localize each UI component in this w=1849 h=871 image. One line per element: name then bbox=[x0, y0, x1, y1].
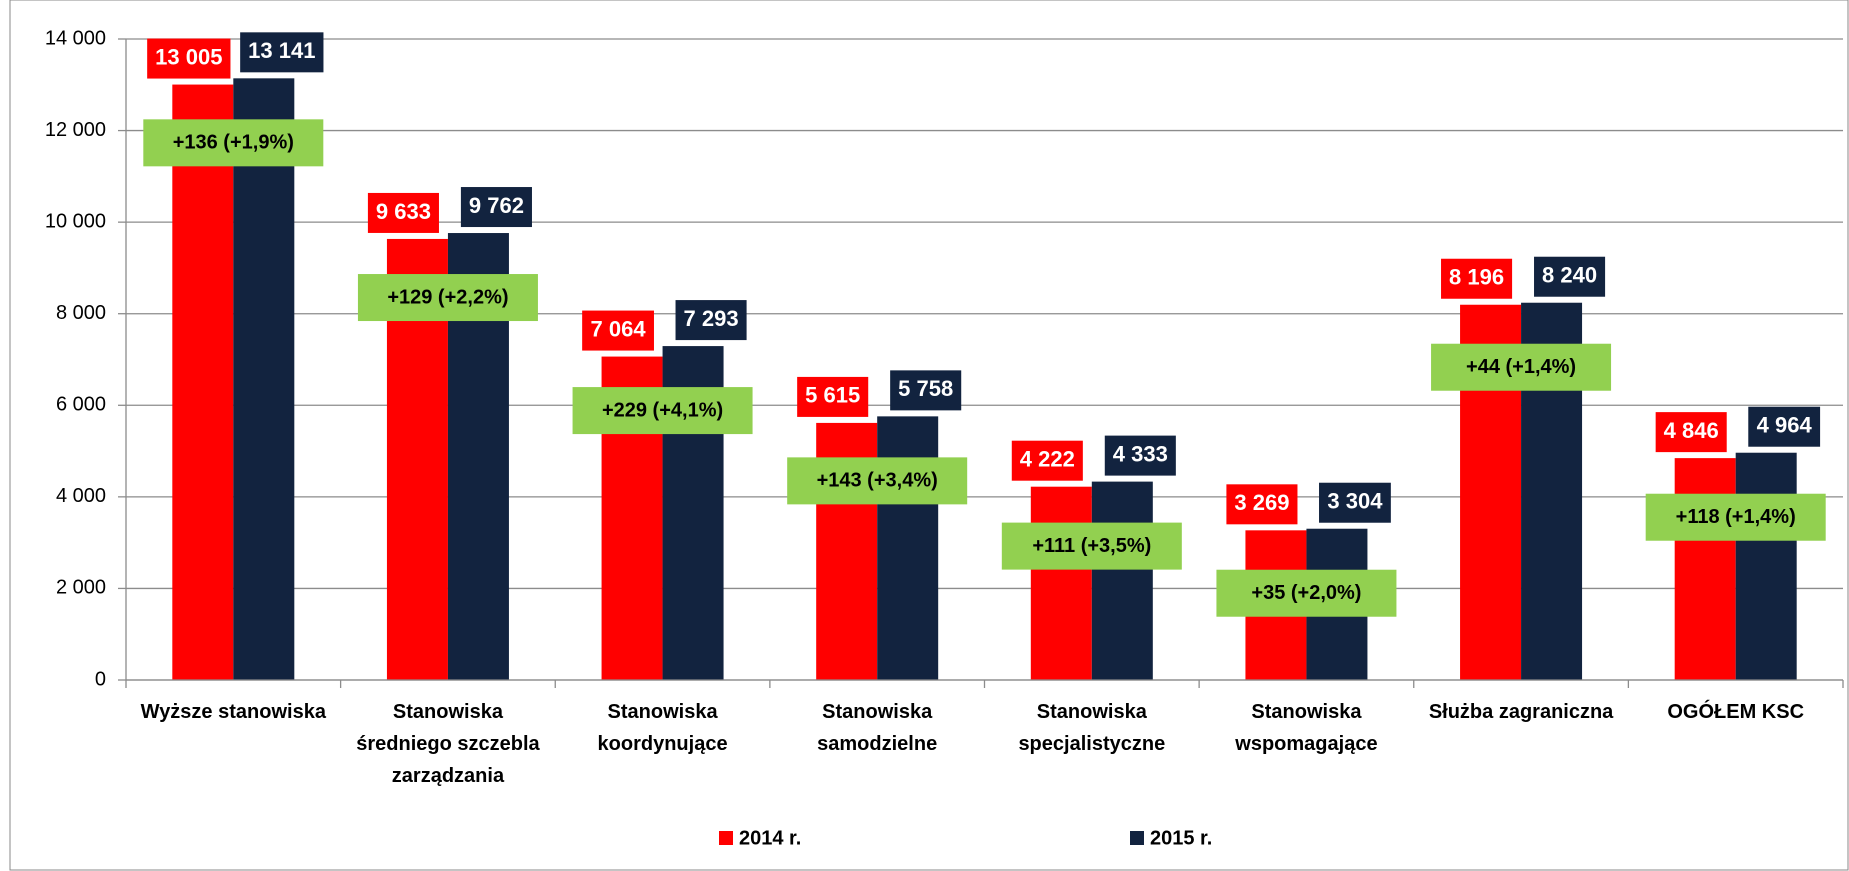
y-tick-label: 0 bbox=[95, 668, 106, 690]
bar bbox=[1030, 486, 1092, 680]
annotation: +229 (+4,1%) bbox=[602, 399, 723, 421]
x-tick-label: Stanowiska średniego szczebla zarządzani… bbox=[356, 701, 540, 787]
value-label: 13 141 bbox=[240, 32, 324, 73]
annotation: +111 (+3,5%) bbox=[1032, 535, 1151, 557]
value-label-box bbox=[1748, 406, 1821, 447]
value-label: 7 293 bbox=[675, 300, 747, 341]
value-label: 4 846 bbox=[1655, 412, 1727, 453]
value-label-text: 8 196 bbox=[1449, 265, 1504, 290]
value-label-box bbox=[1011, 440, 1083, 481]
value-label: 8 196 bbox=[1441, 258, 1513, 299]
annotation-box bbox=[787, 457, 968, 505]
value-label: 3 269 bbox=[1226, 484, 1298, 525]
value-label-box bbox=[240, 32, 324, 73]
x-tick-label: Stanowiska samodzielne bbox=[817, 701, 938, 755]
chart-border bbox=[9, 0, 1849, 871]
value-label-text: 8 240 bbox=[1542, 263, 1597, 288]
bar bbox=[172, 84, 234, 681]
bar bbox=[1735, 452, 1797, 680]
value-label-box bbox=[675, 300, 747, 341]
annotation: +118 (+1,4%) bbox=[1676, 506, 1796, 528]
y-tick-label: 12 000 bbox=[45, 119, 106, 141]
value-label-text: 9 633 bbox=[376, 199, 431, 224]
value-label-box bbox=[1534, 256, 1606, 297]
value-label-text: 4 846 bbox=[1664, 418, 1719, 443]
y-tick-label: 4 000 bbox=[56, 485, 106, 507]
y-tick-label: 8 000 bbox=[56, 302, 106, 324]
value-label: 5 615 bbox=[797, 376, 869, 417]
bar bbox=[1674, 458, 1736, 680]
bar bbox=[1091, 481, 1153, 680]
value-label-box bbox=[1655, 412, 1727, 453]
legend-label: 2014 r. bbox=[739, 827, 801, 849]
value-label-box bbox=[367, 192, 439, 233]
value-label-box bbox=[1226, 484, 1298, 525]
bar bbox=[233, 78, 295, 680]
legend-label: 2015 r. bbox=[1150, 827, 1212, 849]
value-label: 4 222 bbox=[1011, 440, 1083, 481]
legend-swatch bbox=[1130, 831, 1144, 845]
value-label: 13 005 bbox=[147, 38, 231, 79]
x-tick-label: OGÓŁEM KSC bbox=[1667, 701, 1805, 723]
value-label-text: 3 269 bbox=[1234, 490, 1289, 515]
y-tick-label: 2 000 bbox=[56, 577, 106, 599]
annotation: +129 (+2,2%) bbox=[387, 286, 508, 308]
annotation-box bbox=[357, 274, 538, 322]
annotation: +44 (+1,4%) bbox=[1466, 356, 1576, 378]
x-tick-label: Wyższe stanowiska bbox=[140, 701, 326, 723]
annotation-box bbox=[1001, 522, 1182, 570]
value-label-text: 4 222 bbox=[1020, 447, 1075, 472]
value-label: 7 064 bbox=[582, 310, 654, 351]
annotation-box bbox=[1216, 569, 1397, 617]
value-label-text: 9 762 bbox=[469, 193, 524, 218]
y-tick-label: 14 000 bbox=[45, 27, 106, 49]
value-label-text: 5 615 bbox=[805, 383, 860, 408]
x-tick-label: Stanowiska specjalistyczne bbox=[1018, 701, 1166, 755]
value-label: 4 964 bbox=[1748, 406, 1821, 447]
value-label: 4 333 bbox=[1104, 435, 1176, 476]
value-label-text: 4 333 bbox=[1113, 441, 1168, 466]
value-label-box bbox=[1441, 258, 1513, 299]
value-label-box bbox=[1319, 482, 1391, 523]
bar bbox=[877, 416, 939, 680]
value-label: 9 633 bbox=[367, 192, 439, 233]
value-label-text: 7 064 bbox=[591, 316, 647, 341]
value-label-box bbox=[797, 376, 869, 417]
value-label-box bbox=[1104, 435, 1176, 476]
annotation-box bbox=[1431, 343, 1612, 391]
value-label-box bbox=[147, 38, 231, 79]
value-label-text: 7 293 bbox=[684, 306, 739, 331]
value-label: 8 240 bbox=[1534, 256, 1606, 297]
value-label: 9 762 bbox=[460, 187, 532, 228]
annotation: +143 (+3,4%) bbox=[817, 470, 938, 492]
value-label: 5 758 bbox=[890, 370, 962, 411]
value-label-box bbox=[582, 310, 654, 351]
value-label-text: 4 964 bbox=[1757, 413, 1813, 438]
x-tick-label: Służba zagraniczna bbox=[1428, 701, 1614, 723]
value-label-text: 3 304 bbox=[1327, 489, 1383, 514]
annotation-box bbox=[143, 119, 324, 167]
annotation: +136 (+1,9%) bbox=[173, 132, 294, 154]
legend-swatch bbox=[719, 831, 733, 845]
y-tick-label: 10 000 bbox=[45, 210, 106, 232]
value-label-box bbox=[460, 187, 532, 228]
x-tick-label: Stanowiska koordynujące bbox=[597, 701, 728, 755]
annotation-box bbox=[1645, 493, 1826, 541]
value-label-text: 5 758 bbox=[898, 376, 953, 401]
value-label-text: 13 141 bbox=[248, 38, 315, 63]
value-label: 3 304 bbox=[1319, 482, 1391, 523]
annotation: +35 (+2,0%) bbox=[1251, 582, 1361, 604]
value-label-box bbox=[890, 370, 962, 411]
value-label-text: 13 005 bbox=[155, 44, 222, 69]
y-tick-label: 6 000 bbox=[56, 394, 106, 416]
x-tick-label: Stanowiska wspomagające bbox=[1235, 701, 1378, 755]
annotation-box bbox=[572, 387, 753, 435]
